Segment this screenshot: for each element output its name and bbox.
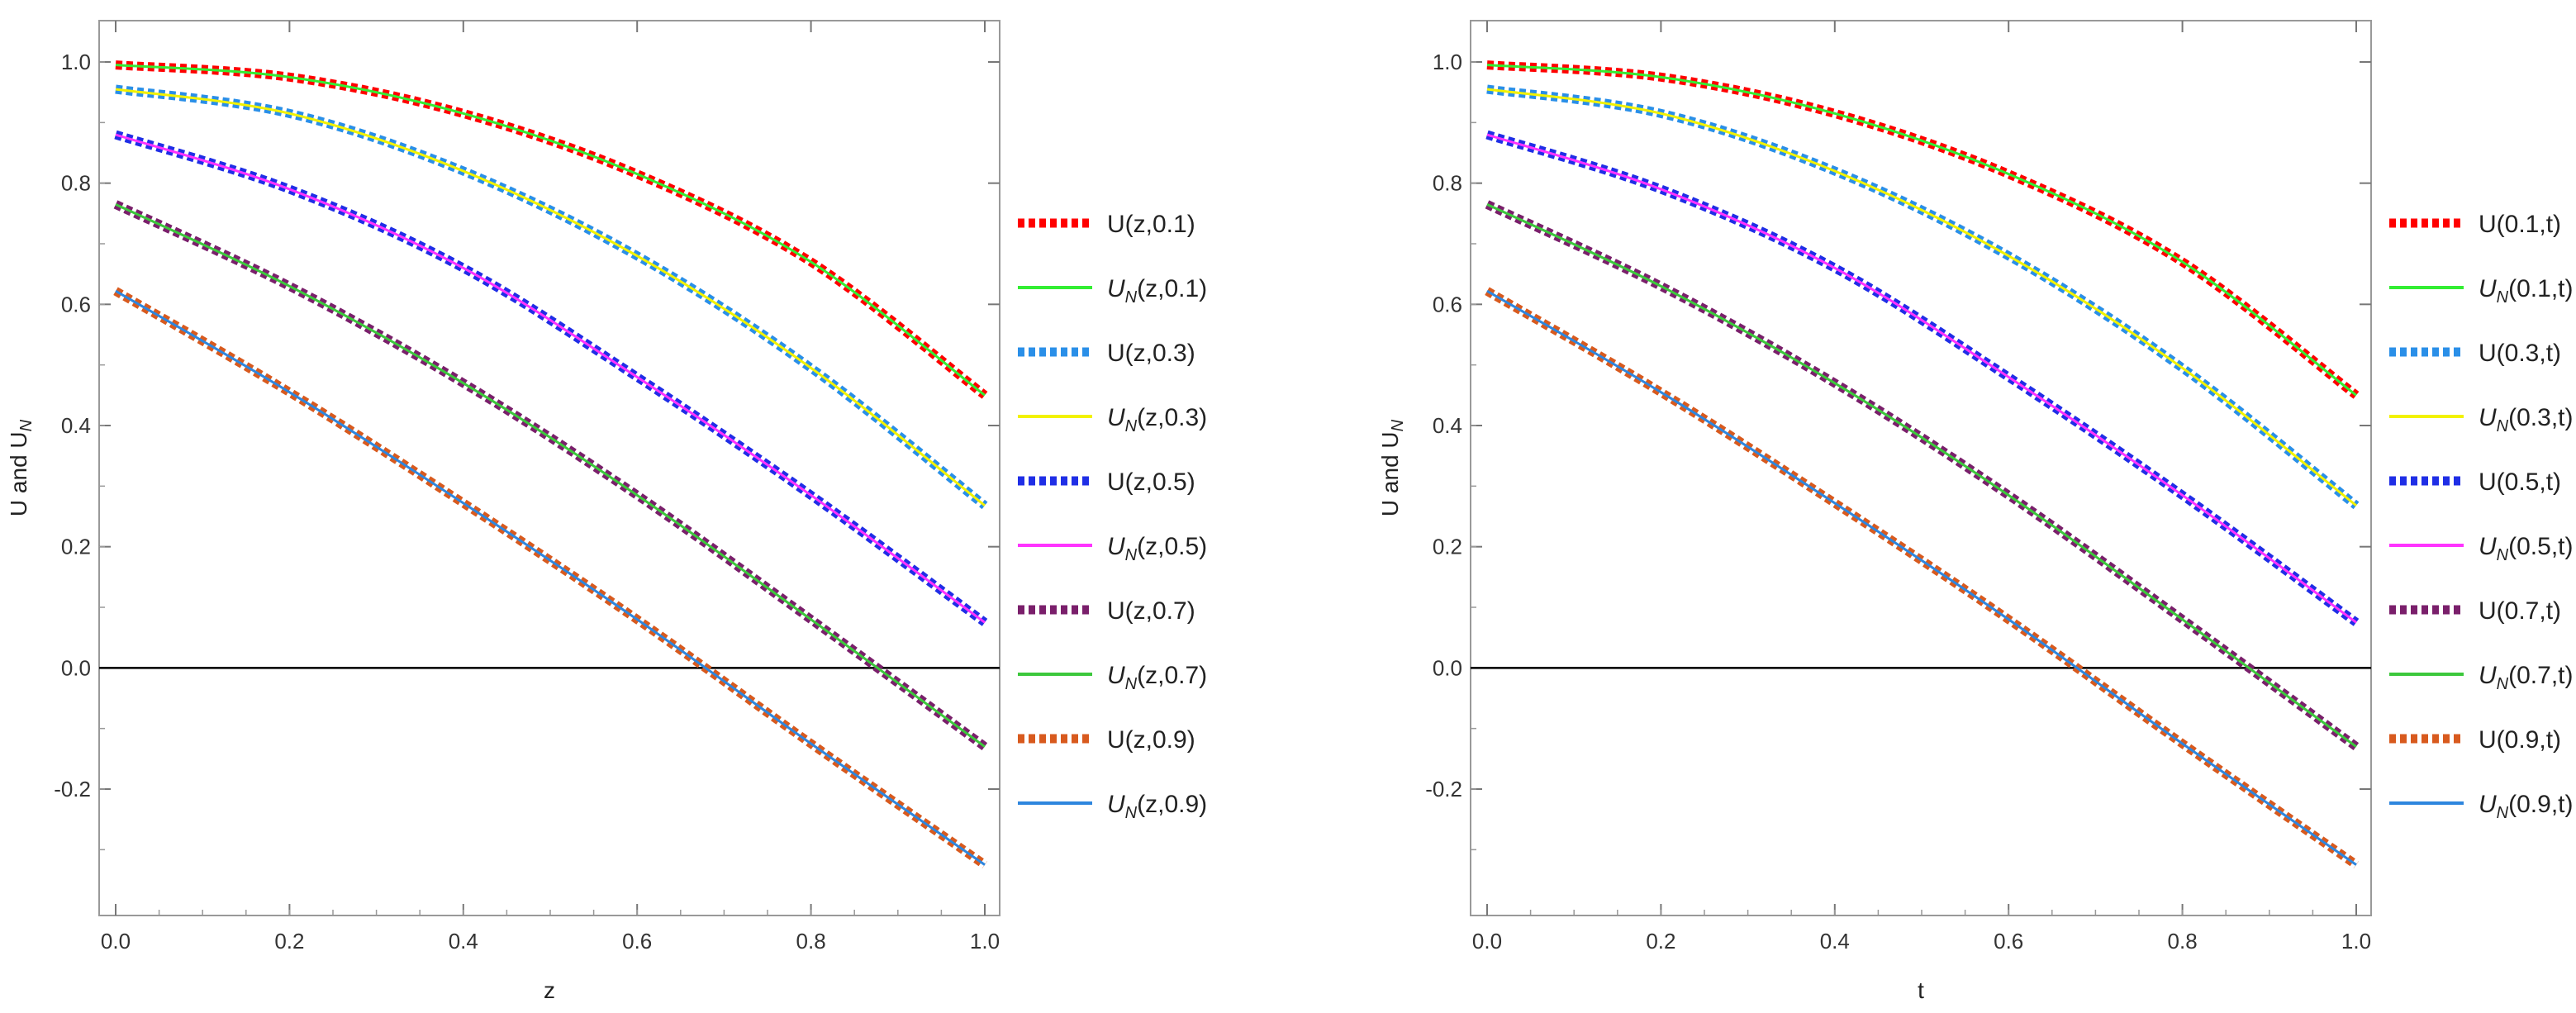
x-tick-label: 0.4 — [1820, 929, 1850, 954]
legend-label: U(z,0.7) — [1107, 597, 1195, 625]
series-line-U(0.1,t) — [1486, 60, 2360, 399]
series-line-U(z,0.7) — [113, 200, 988, 751]
legend-label: U(0.1,t) — [2479, 211, 2561, 238]
series-line-U(z,0.1) — [115, 60, 988, 399]
legend-label: U(0.9,t) — [2479, 726, 2561, 754]
legend-label: U(0.3,t) — [2479, 340, 2561, 367]
y-tick-label: -0.2 — [54, 777, 91, 801]
legend-label: UN(z,0.7) — [1107, 662, 1207, 693]
series-line-U(0.7,t) — [1485, 200, 2360, 751]
series-line-U_N(0.5,t) — [1486, 133, 2357, 624]
chart-panel-2: -0.2 0.0 0.2 0.4 0.6 0.8 1.0 0.0 0.2 0.4 0.6 0.8 1.0… — [1377, 20, 2573, 1003]
legend-label: U(z,0.9) — [1107, 726, 1195, 754]
series-line-U_N(z,0.5) — [115, 133, 986, 624]
series-line-U_N(0.9,t) — [1486, 289, 2357, 866]
series-line-U(z,0.9) — [113, 287, 988, 869]
legend-label: UN(z,0.9) — [1107, 791, 1207, 822]
legend-label: UN(z,0.1) — [1107, 275, 1207, 307]
legend-label: UN(z,0.3) — [1107, 404, 1207, 435]
series-line-U_N(z,0.9) — [115, 289, 986, 866]
x-tick-label: 0.8 — [796, 929, 826, 954]
series-line-U_N(0.7,t) — [1486, 202, 2357, 748]
y-tick-label: 1.0 — [61, 50, 91, 74]
legend-label: UN(0.9,t) — [2479, 791, 2573, 822]
legend-label: UN(0.3,t) — [2479, 404, 2573, 435]
y-tick-label: 0.4 — [61, 413, 91, 438]
x-tick-label: 1.0 — [2341, 929, 2371, 954]
legend-label: U(0.5,t) — [2479, 468, 2561, 496]
y-tick-label: 0.8 — [61, 171, 91, 196]
legend-label: U(z,0.1) — [1107, 211, 1195, 238]
y-tick-label: 0.2 — [1433, 535, 1462, 559]
x-tick-label: 0.2 — [274, 929, 304, 954]
legend-label: UN(0.7,t) — [2479, 662, 2573, 693]
y-tick-label: 0.8 — [1433, 171, 1462, 196]
x-tick-label: 0.0 — [1472, 929, 1502, 954]
series-line-U_N(z,0.1) — [115, 64, 986, 397]
y-axis-label: U and UN — [1377, 419, 1407, 516]
series-line-U(0.9,t) — [1485, 287, 2360, 869]
legend-label: UN(z,0.5) — [1107, 533, 1207, 564]
legend-label: UN(0.1,t) — [2479, 275, 2573, 307]
y-tick-label: 0.2 — [61, 535, 91, 559]
series-line-U_N(0.1,t) — [1486, 64, 2357, 397]
series-line-U_N(z,0.7) — [115, 202, 986, 748]
chart-panel-1: -0.2 0.0 0.2 0.4 0.6 0.8 1.0 0.0 0.2 0.4 0.6 0.8 1.0… — [6, 20, 1207, 1003]
x-tick-label: 0.6 — [1994, 929, 2023, 954]
legend-label: UN(0.5,t) — [2479, 533, 2573, 564]
x-tick-label: 0.0 — [101, 929, 131, 954]
legend-label: U(z,0.5) — [1107, 468, 1195, 496]
x-tick-label: 0.4 — [449, 929, 478, 954]
y-tick-label: -0.2 — [1425, 777, 1462, 801]
legend-label: U(z,0.3) — [1107, 340, 1195, 367]
y-tick-label: 0.6 — [1433, 292, 1462, 316]
x-tick-label: 1.0 — [970, 929, 1000, 954]
series-line-U_N(0.3,t) — [1486, 88, 2357, 506]
y-tick-label: 0.0 — [1433, 655, 1462, 680]
y-tick-label: 0.4 — [1433, 413, 1462, 438]
plot-frame — [1470, 20, 2372, 916]
y-axis-label: U and UN — [6, 419, 36, 516]
legend-label: U(0.7,t) — [2479, 597, 2561, 625]
x-axis-label: t — [1918, 977, 1924, 1003]
x-tick-label: 0.6 — [622, 929, 652, 954]
x-axis-label: z — [544, 977, 555, 1003]
y-tick-label: 1.0 — [1433, 50, 1462, 74]
series-line-U_N(z,0.3) — [115, 88, 986, 506]
y-tick-label: 0.6 — [61, 292, 91, 316]
y-tick-label: 0.0 — [61, 655, 91, 680]
x-tick-label: 0.2 — [1646, 929, 1675, 954]
x-tick-label: 0.8 — [2168, 929, 2198, 954]
plot-frame — [98, 20, 1000, 916]
